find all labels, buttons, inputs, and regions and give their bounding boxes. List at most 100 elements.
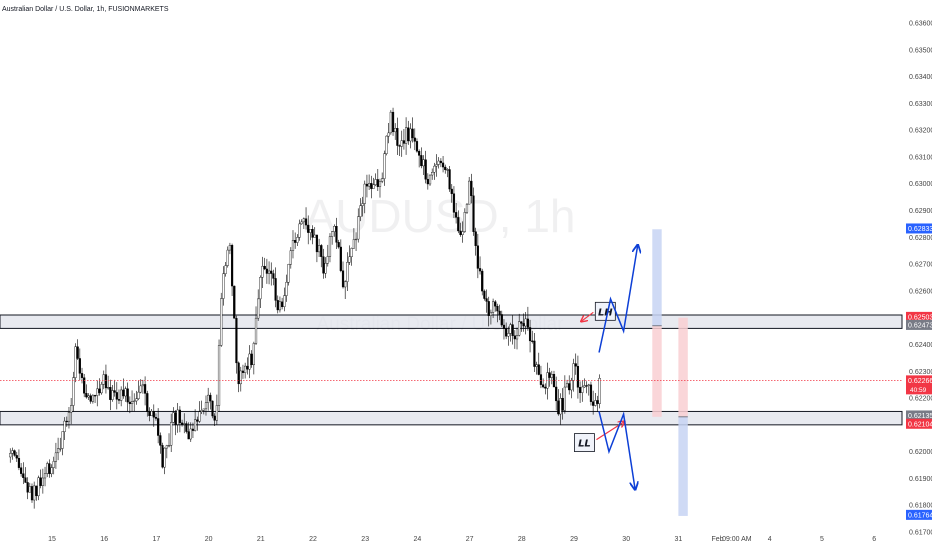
- candle: [524, 312, 527, 335]
- candle: [226, 246, 229, 268]
- candle: [372, 177, 375, 189]
- x-tick-label: 30: [622, 536, 630, 543]
- candle: [596, 395, 599, 412]
- candle: [320, 244, 323, 268]
- positions-layer: [652, 229, 688, 516]
- price-tag: 0.62135: [906, 410, 932, 421]
- candle: [381, 172, 384, 184]
- candle: [548, 367, 551, 387]
- bullish-projection[interactable]: [598, 245, 638, 353]
- long-position[interactable]: [652, 229, 662, 417]
- candle: [20, 462, 23, 477]
- candle: [576, 355, 580, 399]
- candle: [28, 482, 31, 493]
- candle: [278, 296, 282, 313]
- candles-layer: [9, 107, 601, 509]
- candle: [389, 110, 392, 135]
- candle: [217, 339, 221, 412]
- candle: [398, 144, 401, 157]
- ll-label[interactable]: LL: [574, 422, 624, 452]
- candle: [361, 196, 364, 217]
- candle: [244, 362, 247, 379]
- candle: [394, 123, 397, 140]
- support-zone[interactable]: [0, 410, 903, 426]
- candle: [54, 442, 58, 469]
- candle: [80, 367, 84, 384]
- candle: [274, 267, 277, 308]
- candle: [220, 292, 223, 347]
- resistance-zone[interactable]: [0, 314, 903, 329]
- candle: [363, 180, 366, 214]
- candle: [402, 128, 406, 150]
- candle: [13, 449, 16, 457]
- bearish-projection[interactable]: [598, 411, 635, 489]
- candle: [489, 309, 493, 325]
- price-tag: 0.61764: [906, 509, 932, 520]
- y-tick-label: 0.62700: [909, 262, 932, 269]
- candle: [594, 392, 597, 407]
- candle: [252, 341, 255, 375]
- candle: [289, 247, 292, 269]
- candle: [67, 406, 71, 429]
- candle: [509, 322, 512, 342]
- candle: [194, 409, 197, 432]
- candle: [589, 381, 593, 406]
- candle: [428, 174, 432, 186]
- stop-zone: [652, 325, 662, 417]
- candle: [291, 230, 295, 259]
- candle: [418, 149, 421, 168]
- candle: [130, 390, 134, 412]
- candle: [539, 365, 543, 389]
- x-tick-label: 16: [100, 536, 108, 543]
- candle: [491, 298, 495, 319]
- y-tick-label: 0.63200: [909, 128, 932, 135]
- candle: [265, 258, 268, 284]
- candle: [578, 381, 582, 404]
- candle: [413, 128, 416, 151]
- candle: [478, 256, 482, 275]
- candle: [542, 378, 545, 389]
- candle: [198, 401, 201, 423]
- candle: [50, 464, 53, 478]
- candle: [200, 400, 203, 415]
- candle: [437, 157, 440, 169]
- candle: [233, 285, 236, 319]
- candle: [565, 379, 569, 388]
- candle: [352, 228, 355, 249]
- candle: [502, 319, 506, 340]
- short-position[interactable]: [678, 317, 688, 516]
- candle: [111, 385, 114, 402]
- candle: [163, 447, 166, 475]
- candle: [470, 173, 473, 204]
- y-tick-label: 0.62900: [909, 208, 932, 215]
- candle: [207, 387, 210, 411]
- candle: [76, 339, 79, 360]
- candle: [422, 155, 425, 176]
- candle: [585, 381, 588, 394]
- x-tick-label: 15: [48, 536, 56, 543]
- candle: [378, 178, 382, 198]
- price-axis[interactable]: 0.63600 0.63500 0.63400 0.63300 0.63200 0.631…: [906, 21, 932, 537]
- candle: [550, 370, 553, 385]
- candle: [598, 374, 601, 409]
- chart-title: Australian Dollar / U.S. Dollar, 1h, FUS…: [2, 6, 169, 13]
- candle: [250, 350, 253, 368]
- candle: [339, 239, 342, 273]
- candle: [326, 244, 329, 267]
- candle: [448, 165, 451, 192]
- price-tag: 0.62473: [906, 319, 932, 330]
- candle: [313, 227, 316, 238]
- candle: [78, 348, 81, 381]
- candle: [335, 217, 338, 249]
- candle: [209, 392, 212, 410]
- x-tick-label: 23: [361, 536, 369, 543]
- candle: [461, 221, 464, 243]
- candle: [157, 408, 160, 444]
- candle: [87, 393, 90, 401]
- candle: [322, 248, 325, 279]
- candle: [183, 413, 186, 434]
- candle: [533, 332, 536, 373]
- candle: [48, 459, 51, 478]
